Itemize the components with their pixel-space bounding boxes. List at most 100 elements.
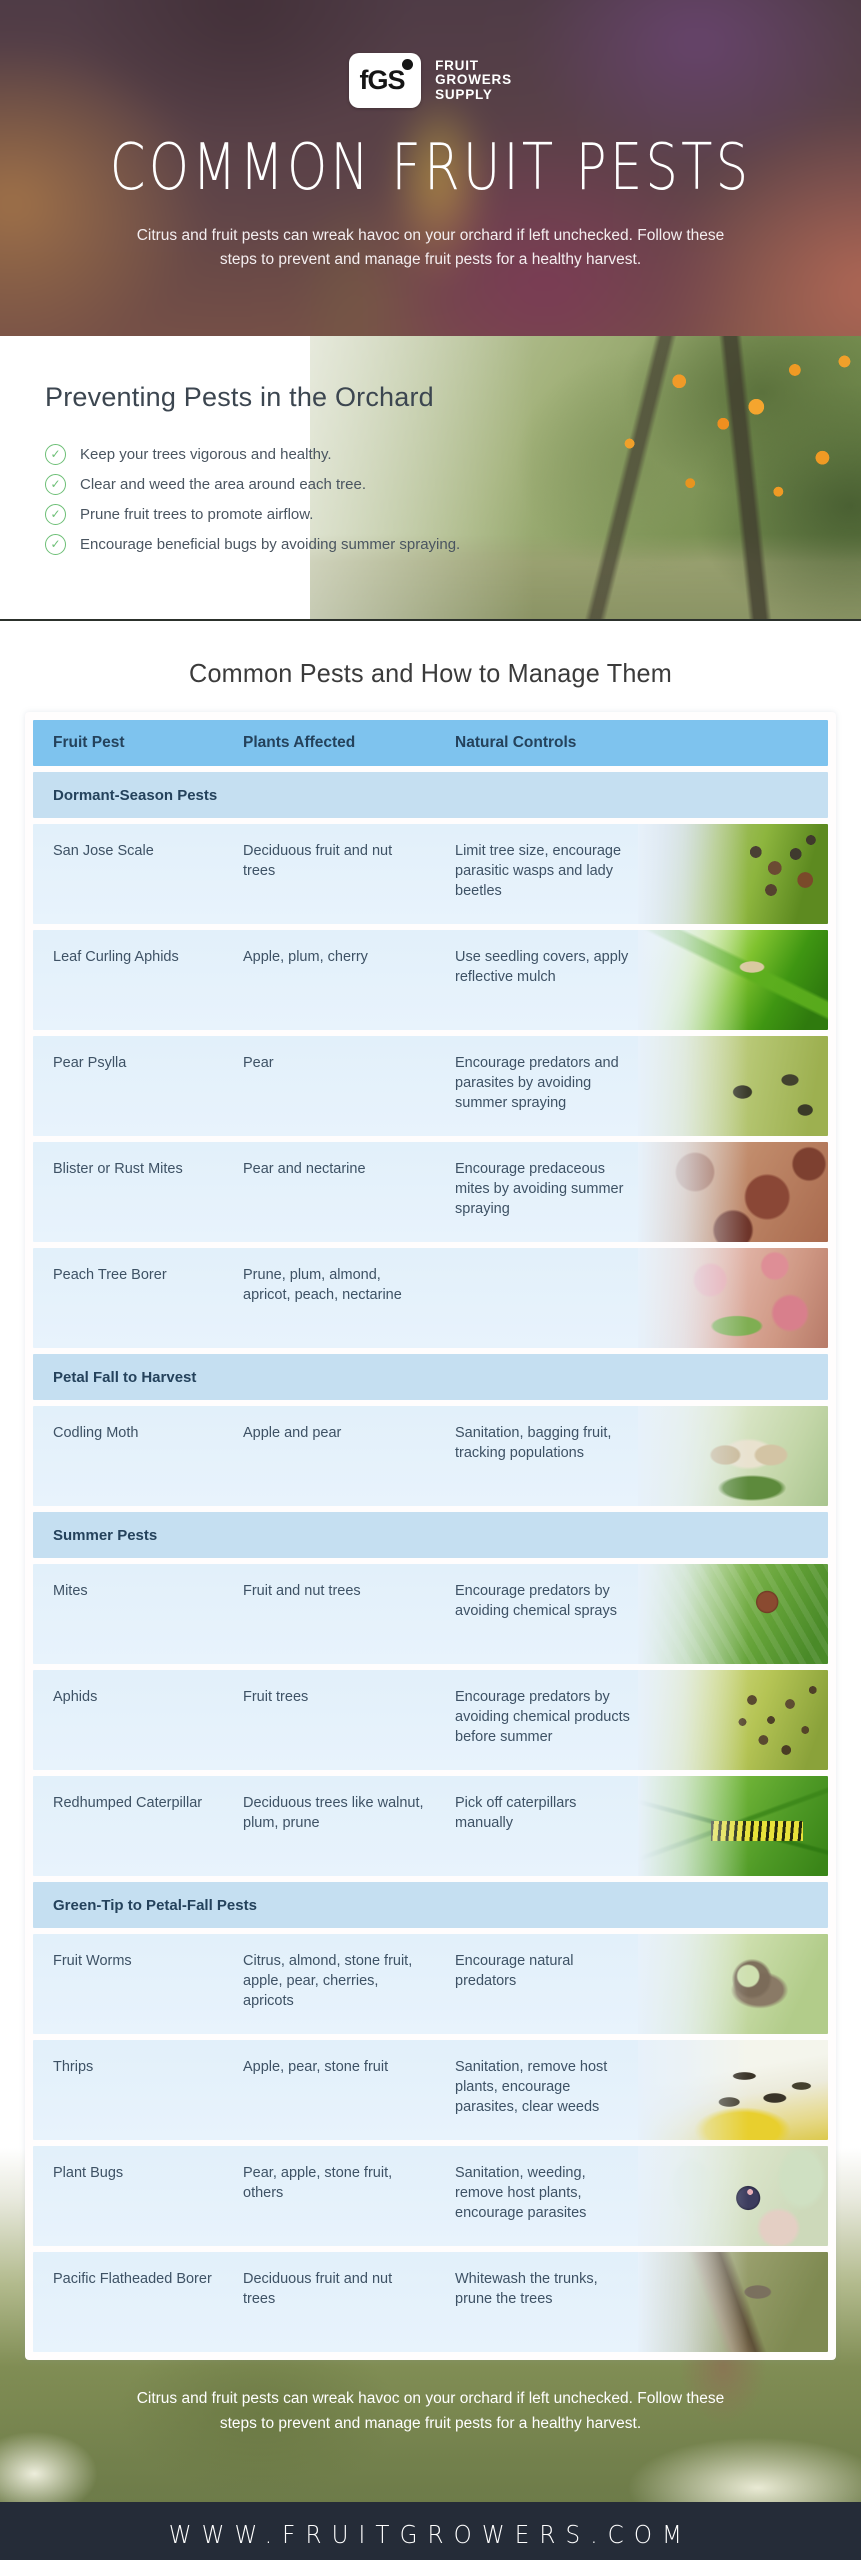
photo-fade-overlay (0, 336, 861, 619)
row-pad (33, 1776, 53, 1876)
checklist-item: ✓ Keep your trees vigorous and healthy. (45, 439, 861, 469)
table-row: Thrips Apple, pear, stone fruit Sanitation… (33, 2040, 828, 2140)
prevention-checklist: ✓ Keep your trees vigorous and healthy. … (45, 439, 861, 559)
table-title: Common Pests and How to Manage Them (189, 658, 672, 688)
san-jose-scale-photo (638, 824, 828, 924)
brand-logo: fGS FRUIT GROWERS SUPPLY (0, 0, 861, 108)
leaf-aphid-photo (638, 930, 828, 1030)
natural-controls-cell: Encourage predators by avoiding chemical… (455, 1689, 630, 1745)
logo-monogram: fGS (360, 59, 413, 96)
table-season-row: Dormant-Season Pests (33, 772, 828, 818)
pest-name-cell: Redhumped Caterpillar (53, 1795, 203, 1811)
plants-affected-cell: Prune, plum, almond, apricot, peach, nec… (243, 1267, 402, 1303)
check-circle-icon: ✓ (45, 533, 66, 555)
column-header-natural-controls: Natural Controls (455, 734, 577, 751)
pest-name-cell: Peach Tree Borer (53, 1267, 167, 1283)
mite-photo (638, 1564, 828, 1664)
prevention-section: Preventing Pests in the Orchard ✓ Keep y… (0, 336, 861, 621)
plants-affected-cell: Pear, apple, stone fruit, others (243, 2165, 393, 2201)
outro-text: Citrus and fruit pests can wreak havoc o… (136, 2390, 725, 2432)
row-pad (33, 1670, 53, 1770)
plant-bug-photo (638, 2146, 828, 2246)
checklist-item: ✓ Clear and weed the area around each tr… (45, 469, 861, 499)
natural-controls-cell: Encourage predaceous mites by avoiding s… (455, 1161, 624, 1217)
row-pad (33, 2040, 53, 2140)
pest-name-cell: Mites (53, 1583, 88, 1599)
natural-controls-cell: Limit tree size, encourage parasitic was… (455, 843, 622, 899)
aphid-colony-photo (638, 1670, 828, 1770)
pest-name-cell: Pacific Flatheaded Borer (53, 2271, 212, 2287)
plants-affected-cell: Deciduous trees like walnut, plum, prune (243, 1795, 424, 1831)
natural-controls-cell: Encourage natural predators (455, 1953, 574, 1989)
row-pad (33, 1142, 53, 1242)
flatheaded-borer-photo (638, 2252, 828, 2352)
footer-url: WWW.FRUITGROWERS.COM (168, 2520, 693, 2549)
plants-affected-cell: Fruit trees (243, 1689, 309, 1705)
plants-affected-cell: Apple, pear, stone fruit (243, 2059, 389, 2075)
plants-affected-cell: Fruit and nut trees (243, 1583, 361, 1599)
table-season-row: Summer Pests (33, 1512, 828, 1558)
natural-controls-cell (455, 1248, 638, 1348)
checklist-item: ✓ Prune fruit trees to promote airflow. (45, 499, 861, 529)
row-pad (33, 824, 53, 924)
codling-moth-photo (638, 1406, 828, 1506)
table-row: Aphids Fruit trees Encourage predators by … (33, 1670, 828, 1770)
check-circle-icon: ✓ (45, 443, 66, 465)
logo-line: SUPPLY (435, 86, 493, 102)
pest-name-cell: Aphids (53, 1689, 98, 1705)
redhumped-caterpillar-photo (638, 1776, 828, 1876)
table-row: San Jose Scale Deciduous fruit and nut tr… (33, 824, 828, 924)
table-row: Plant Bugs Pear, apple, stone fruit, othe… (33, 2146, 828, 2246)
pest-name-cell: Leaf Curling Aphids (53, 949, 179, 965)
table-row: Pacific Flatheaded Borer Deciduous fruit … (33, 2252, 828, 2352)
pest-table-card: Fruit Pest Plants Affected Natural Contr… (25, 712, 836, 2360)
pest-name-cell: Pear Psylla (53, 1055, 127, 1071)
hero-subtitle: Citrus and fruit pests can wreak havoc o… (136, 227, 725, 268)
row-pad (33, 1406, 53, 1506)
pest-table-body: Dormant-Season Pests San Jose Scale Decidu… (33, 772, 828, 2352)
pest-name-cell: Thrips (53, 2059, 94, 2075)
plants-affected-cell: Apple and pear (243, 1425, 342, 1441)
hero-background-photo (0, 0, 861, 336)
row-pad (33, 2252, 53, 2352)
logo-line: GROWERS (435, 72, 512, 88)
natural-controls-cell: Sanitation, remove host plants, encourag… (455, 2059, 608, 2115)
column-header-plants-affected: Plants Affected (243, 734, 356, 751)
pest-name-cell: Fruit Worms (53, 1953, 132, 1969)
table-row: Codling Moth Apple and pear Sanitation, ba… (33, 1406, 828, 1506)
season-label: Dormant-Season Pests (53, 786, 218, 804)
table-row: Redhumped Caterpillar Deciduous trees lik… (33, 1776, 828, 1876)
natural-controls-cell: Encourage predators by avoiding chemical… (455, 1583, 617, 1619)
thrips-photo (638, 2040, 828, 2140)
row-pad (33, 1036, 53, 1136)
logo-wordmark: FRUIT GROWERS SUPPLY (435, 58, 512, 103)
pest-name-cell: Blister or Rust Mites (53, 1161, 183, 1177)
prevention-title: Preventing Pests in the Orchard (45, 382, 434, 412)
table-row: Mites Fruit and nut trees Encourage predat… (33, 1564, 828, 1664)
row-pad (33, 1934, 53, 2034)
rust-mites-photo (638, 1142, 828, 1242)
page-title: COMMON FRUIT PESTS (109, 131, 752, 205)
natural-controls-cell: Sanitation, weeding, remove host plants,… (455, 2165, 587, 2221)
natural-controls-cell: Encourage predators and parasites by avo… (455, 1055, 619, 1111)
natural-controls-cell: Whitewash the trunks, prune the trees (455, 2271, 598, 2307)
season-label: Summer Pests (53, 1526, 158, 1544)
row-pad (33, 1248, 53, 1348)
column-header-fruit-pest: Fruit Pest (53, 734, 125, 751)
pest-name-cell: Codling Moth (53, 1425, 139, 1441)
natural-controls-cell: Pick off caterpillars manually (455, 1795, 577, 1831)
table-header-row: Fruit Pest Plants Affected Natural Contr… (33, 720, 828, 766)
check-circle-icon: ✓ (45, 473, 66, 495)
table-row: Fruit Worms Citrus, almond, stone fruit, … (33, 1934, 828, 2034)
table-row: Pear Psylla Pear Encourage predators and p… (33, 1036, 828, 1136)
peach-borer-photo (638, 1248, 828, 1348)
natural-controls-cell: Use seedling covers, apply reflective mu… (455, 949, 629, 985)
table-row: Leaf Curling Aphids Apple, plum, cherry Us… (33, 930, 828, 1030)
table-row: Blister or Rust Mites Pear and nectarine E… (33, 1142, 828, 1242)
fgs-logo-icon: fGS (349, 53, 422, 108)
row-pad (33, 930, 53, 1030)
plants-affected-cell: Deciduous fruit and nut trees (243, 2271, 393, 2307)
table-row: Peach Tree Borer Prune, plum, almond, apr… (33, 1248, 828, 1348)
natural-controls-cell: Sanitation, bagging fruit, tracking popu… (455, 1425, 612, 1461)
